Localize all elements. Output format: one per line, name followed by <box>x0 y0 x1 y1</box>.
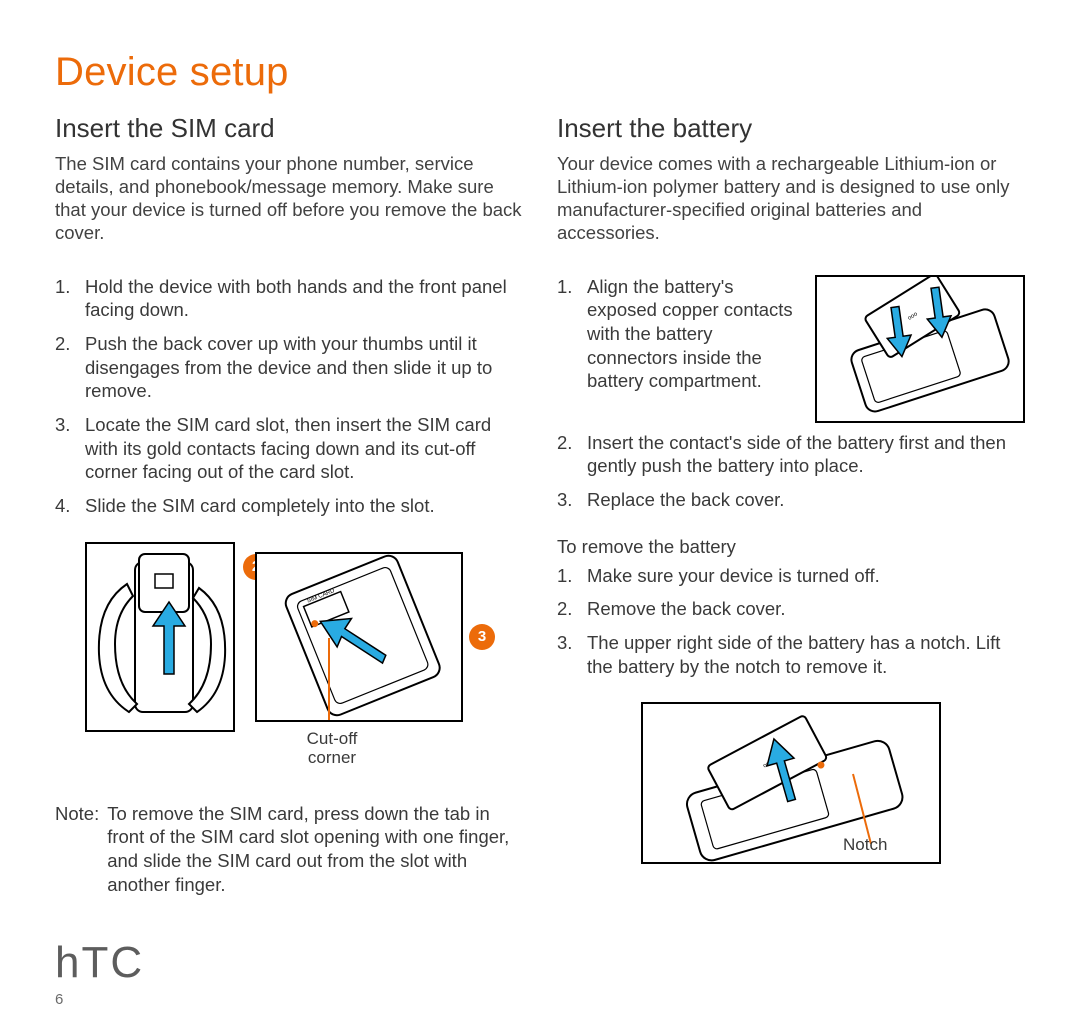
hands-device-illustration <box>87 544 233 730</box>
sim-figures: 2 SIM CARD <box>85 542 523 732</box>
sim-figure-hands: 2 <box>85 542 235 732</box>
remove-battery-step: Remove the back cover. <box>557 597 1025 621</box>
column-sim: Insert the SIM card The SIM card contain… <box>55 113 523 896</box>
remove-battery-step: Make sure your device is turned off. <box>557 564 1025 588</box>
remove-battery-step: The upper right side of the battery has … <box>557 631 1025 678</box>
battery-intro: Your device comes with a rechargeable Li… <box>557 152 1025 245</box>
sim-intro: The SIM card contains your phone number,… <box>55 152 523 245</box>
sim-heading: Insert the SIM card <box>55 113 523 144</box>
callout-badge-3: 3 <box>469 624 495 650</box>
page-title: Device setup <box>55 50 1025 95</box>
note-text: To remove the SIM card, press down the t… <box>107 802 523 897</box>
caption-cutoff-corner: Cut-off corner <box>297 730 367 767</box>
sim-slot-illustration: SIM CARD <box>257 554 461 720</box>
battery-step: Replace the back cover. <box>557 488 1025 512</box>
sim-step: Locate the SIM card slot, then insert th… <box>55 413 523 484</box>
sim-step: Slide the SIM card completely into the s… <box>55 494 523 518</box>
battery-step: Insert the contact's side of the battery… <box>557 431 1025 478</box>
htc-logo: hTC <box>55 938 144 988</box>
caption-notch: Notch <box>843 836 913 855</box>
page-root: Device setup Insert the SIM card The SIM… <box>0 0 1080 1026</box>
sim-step: Hold the device with both hands and the … <box>55 275 523 322</box>
battery-remove-figure: ooo Notch <box>641 702 941 864</box>
remove-battery-heading: To remove the battery <box>557 536 1025 558</box>
sim-figure-slot: SIM CARD 3 Cut-off corner <box>255 552 463 722</box>
column-battery: Insert the battery Your device comes wit… <box>557 113 1025 896</box>
sim-step: Push the back cover up with your thumbs … <box>55 332 523 403</box>
note-label: Note: <box>55 802 107 897</box>
remove-battery-steps-list: Make sure your device is turned off. Rem… <box>557 564 1025 679</box>
battery-heading: Insert the battery <box>557 113 1025 144</box>
battery-step: Align the battery's exposed copper conta… <box>557 275 1025 393</box>
page-number: 6 <box>55 991 63 1008</box>
sim-steps-list: Hold the device with both hands and the … <box>55 275 523 518</box>
battery-remove-figure-wrap: ooo Notch <box>557 702 1025 864</box>
two-column-layout: Insert the SIM card The SIM card contain… <box>55 113 1025 896</box>
sim-note: Note: To remove the SIM card, press down… <box>55 802 523 897</box>
